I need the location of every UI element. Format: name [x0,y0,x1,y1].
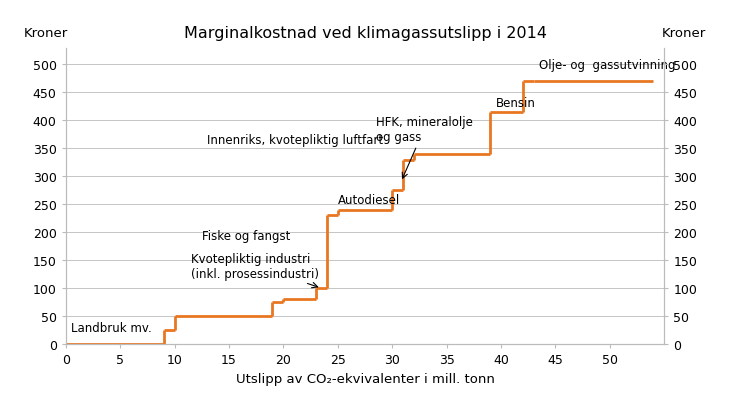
Text: Bensin: Bensin [496,97,536,110]
Text: Landbruk mv.: Landbruk mv. [71,321,152,334]
Text: Olje- og  gassutvinning: Olje- og gassutvinning [539,59,676,72]
Text: Fiske og fangst: Fiske og fangst [201,229,290,242]
Text: Autodiesel: Autodiesel [338,194,400,207]
Text: HFK, mineralolje
og gass: HFK, mineralolje og gass [376,115,473,179]
Text: Kroner: Kroner [662,27,706,40]
Text: Kvotepliktig industri
(inkl. prosessindustri): Kvotepliktig industri (inkl. prosessindu… [191,252,319,288]
Text: Innenriks, kvotepliktig luftfart: Innenriks, kvotepliktig luftfart [207,134,383,147]
X-axis label: Utslipp av CO₂-ekvivalenter i mill. tonn: Utslipp av CO₂-ekvivalenter i mill. tonn [236,372,494,385]
Title: Marginalkostnad ved klimagassutslipp i 2014: Marginalkostnad ved klimagassutslipp i 2… [183,26,547,40]
Text: Kroner: Kroner [24,27,68,40]
